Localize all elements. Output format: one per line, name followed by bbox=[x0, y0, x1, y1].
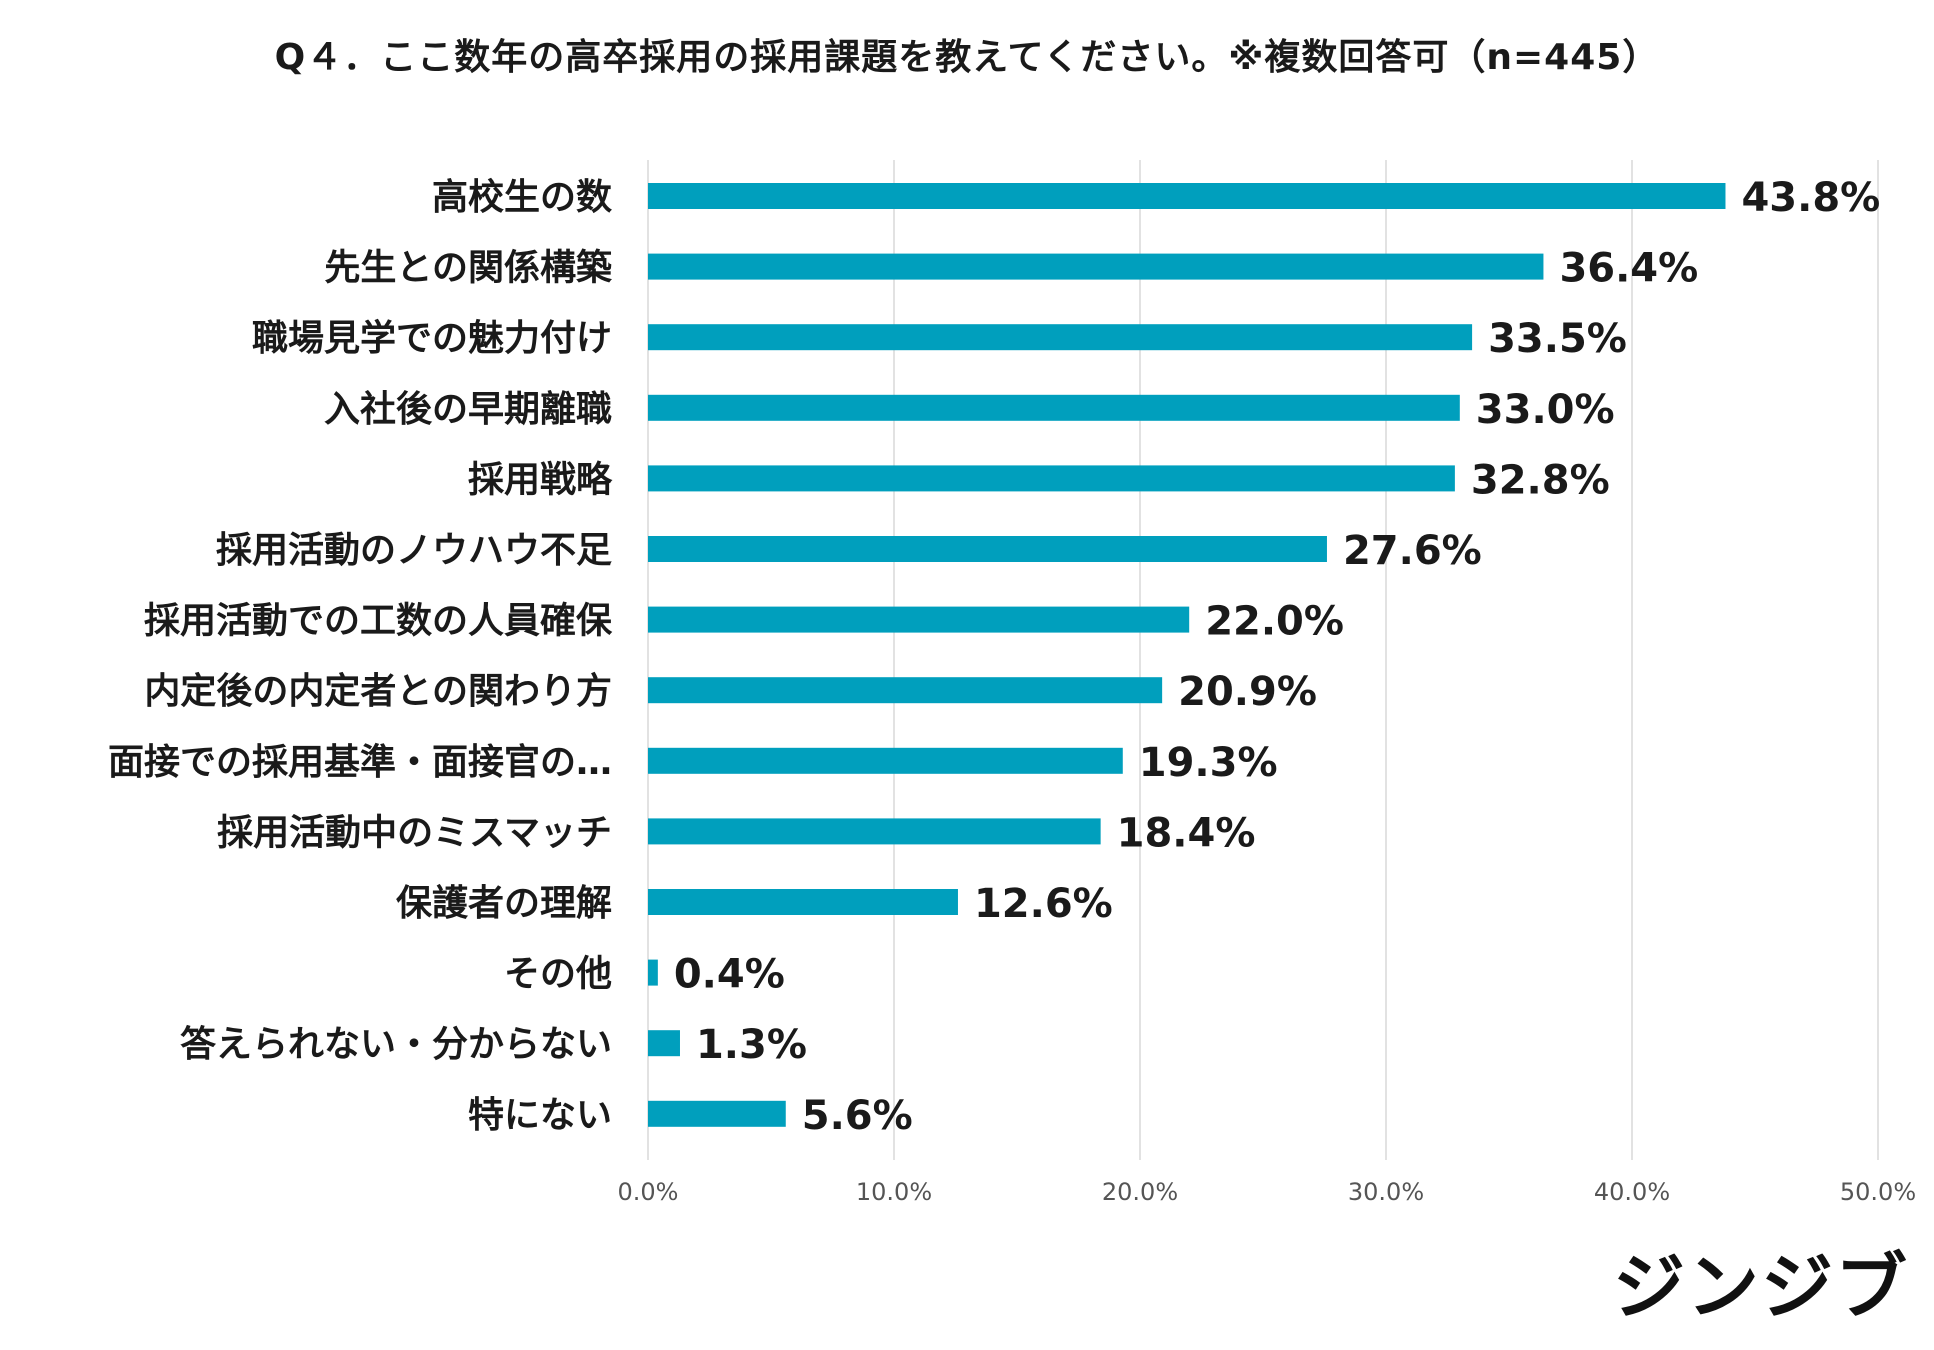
category-label: 採用活動での工数の人員確保 bbox=[144, 601, 613, 642]
bar bbox=[648, 253, 1544, 280]
gridlines bbox=[647, 160, 1879, 1160]
value-label: 5.6% bbox=[802, 1093, 913, 1139]
value-label: 36.4% bbox=[1559, 246, 1698, 292]
category-label: 面接での採用基準・面接官の… bbox=[108, 742, 612, 783]
bar bbox=[648, 889, 958, 915]
category-label: 入社後の早期離職 bbox=[324, 389, 612, 430]
value-label: 20.9% bbox=[1178, 669, 1317, 715]
category-label: 答えられない・分からない bbox=[180, 1024, 612, 1065]
bar bbox=[648, 606, 1190, 633]
bar bbox=[648, 394, 1460, 421]
x-tick-label: 50.0% bbox=[1840, 1178, 1916, 1206]
value-label: 22.0% bbox=[1205, 599, 1344, 645]
value-label: 32.8% bbox=[1471, 457, 1610, 503]
category-label: 採用活動のノウハウ不足 bbox=[216, 530, 612, 571]
value-labels: 43.8% 36.4% 33.5% 33.0% 32.8% 27.6% 22.0% 20.9%… bbox=[674, 175, 1880, 1139]
bar bbox=[648, 1100, 786, 1127]
bar bbox=[648, 324, 1473, 351]
x-tick-label: 20.0% bbox=[1102, 1178, 1178, 1206]
x-tick-label: 0.0% bbox=[618, 1178, 679, 1206]
category-label: その他 bbox=[504, 954, 612, 995]
value-label: 0.4% bbox=[674, 952, 785, 998]
category-label: 先生との関係構築 bbox=[324, 248, 613, 289]
tick-labels: 0.0% 10.0% 20.0% 30.0% 40.0% 50.0% bbox=[618, 1178, 1917, 1206]
category-label: 保護者の理解 bbox=[396, 883, 612, 924]
bar bbox=[648, 959, 658, 986]
category-label: 採用活動中のミスマッチ bbox=[217, 812, 612, 853]
category-label: 採用戦略 bbox=[468, 459, 613, 500]
category-label: 職場見学での魅力付け bbox=[252, 317, 612, 359]
x-tick-label: 10.0% bbox=[856, 1178, 932, 1206]
x-tick-label: 30.0% bbox=[1348, 1178, 1424, 1206]
value-label: 43.8% bbox=[1741, 175, 1880, 221]
bars bbox=[648, 183, 1726, 1127]
value-label: 19.3% bbox=[1139, 740, 1278, 786]
category-label: 内定後の内定者との関わり方 bbox=[144, 671, 612, 712]
bar bbox=[648, 536, 1327, 562]
bar bbox=[648, 183, 1726, 209]
category-label: 高校生の数 bbox=[432, 177, 612, 218]
value-label: 12.6% bbox=[974, 881, 1113, 927]
bar bbox=[648, 747, 1123, 774]
bar bbox=[648, 1030, 680, 1057]
bar bbox=[648, 818, 1101, 845]
category-labels: 高校生の数先生との関係構築職場見学での魅力付け入社後の早期離職採用戦略採用活動の… bbox=[108, 177, 613, 1136]
bar bbox=[648, 465, 1455, 492]
bar bbox=[648, 677, 1163, 704]
logo-text: ジンジブ bbox=[1616, 1245, 1906, 1329]
value-label: 33.0% bbox=[1476, 387, 1615, 433]
chart-title: Q４．ここ数年の高卒採用の採用課題を教えてください。※複数回答可（n=445） bbox=[274, 37, 1660, 78]
value-label: 1.3% bbox=[696, 1022, 807, 1068]
value-label: 33.5% bbox=[1488, 316, 1627, 362]
x-tick-label: 40.0% bbox=[1594, 1178, 1670, 1206]
category-label: 特にない bbox=[468, 1095, 612, 1136]
value-label: 27.6% bbox=[1343, 528, 1482, 574]
jinjib-logo: ジンジブ bbox=[1616, 1245, 1906, 1329]
value-label: 18.4% bbox=[1117, 810, 1256, 856]
